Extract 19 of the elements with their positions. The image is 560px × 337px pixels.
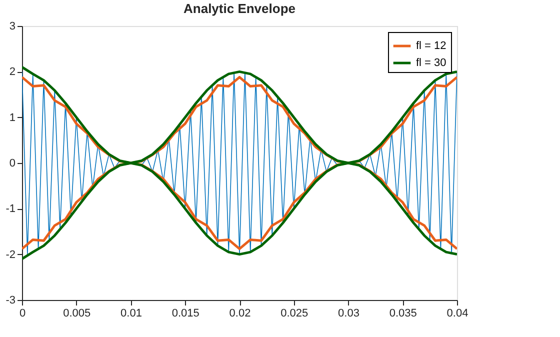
x-tick-label: 0.005 [63, 308, 91, 320]
y-tick-label: 0 [9, 158, 16, 170]
chart-title: Analytic Envelope [184, 1, 296, 16]
x-tick-label: 0.03 [338, 308, 360, 320]
y-tick-label: 3 [9, 20, 16, 32]
x-tick-label: 0.01 [120, 308, 142, 320]
x-tick-label: 0.025 [280, 308, 308, 320]
x-tick-label: 0 [19, 308, 26, 320]
y-tick-label: 1 [9, 112, 16, 124]
legend-label: fl = 30 [416, 57, 446, 69]
x-tick-label: 0.035 [389, 308, 417, 320]
x-tick-label: 0.02 [229, 308, 251, 320]
legend-label: fl = 12 [416, 40, 446, 52]
y-tick-label: -1 [6, 203, 16, 216]
y-tick-label: 2 [9, 66, 16, 78]
y-tick-label: -3 [6, 294, 16, 306]
x-tick-label: 0.04 [446, 308, 468, 320]
y-tick-label: -2 [6, 248, 16, 261]
x-tick-label: 0.015 [172, 308, 200, 320]
